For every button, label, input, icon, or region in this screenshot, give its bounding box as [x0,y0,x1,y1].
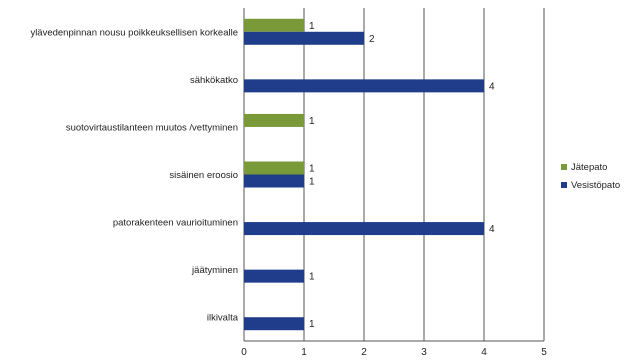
bar-j-tepato [244,113,304,127]
legend-swatch [561,182,567,188]
legend: Jätepato Vesistöpato [561,162,620,191]
gridlines [243,8,545,341]
bar-vesist-pato [244,79,484,93]
data-label: 4 [489,81,495,92]
category-label: patorakenteen vaurioituminen [113,218,238,229]
legend-label: Vesistöpato [571,180,620,191]
bar-vesist-pato [244,269,304,283]
bar-vesist-pato [244,174,304,188]
x-tick-label: 0 [241,347,247,358]
data-label: 2 [369,34,375,45]
legend-swatch [561,164,567,170]
bar-vesist-pato [244,222,484,236]
category-label: sisäinen eroosio [169,170,238,181]
bars: 1 2 4 1 1 1 4 1 1 [244,18,495,331]
data-label: 1 [309,164,315,175]
x-tick-label: 3 [421,347,427,358]
x-tick-label: 5 [541,347,547,358]
category-label: jäätyminen [191,265,238,276]
category-label: suotovirtaustilanteen muutos /vettyminen [66,122,238,133]
legend-label: Jätepato [571,162,607,173]
bar-vesist-pato [244,317,304,331]
data-label: 1 [309,21,315,32]
data-label: 1 [309,319,315,330]
axes: 0 1 2 3 4 5 ylävedenpinnan nousu poikkeukselli… [30,27,547,358]
x-tick-label: 4 [481,347,487,358]
data-label: 1 [309,116,315,127]
data-label: 1 [309,272,315,283]
data-label: 4 [489,224,495,235]
bar-j-tepato [244,18,304,32]
bar-j-tepato [244,161,304,175]
x-tick-label: 1 [301,347,307,358]
category-label: ylävedenpinnan nousu poikkeuksellisen ko… [30,27,238,38]
data-label: 1 [309,177,315,188]
x-tick-label: 2 [361,347,367,358]
category-label: sähkökatko [190,75,238,86]
category-label: ilkivalta [207,313,239,324]
bar-vesist-pato [244,31,364,45]
